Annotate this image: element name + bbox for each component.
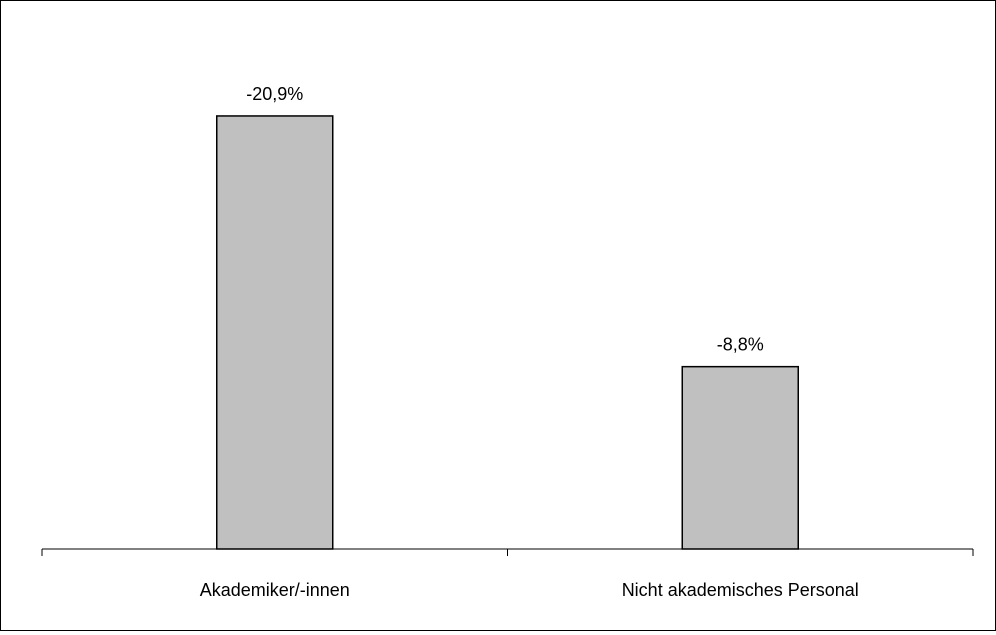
category-label: Akademiker/-innen	[200, 580, 350, 600]
bars-layer	[217, 116, 799, 549]
data-label: -8,8%	[717, 335, 764, 355]
bar	[217, 116, 333, 549]
category-axis	[42, 549, 973, 556]
category-label: Nicht akademisches Personal	[622, 580, 859, 600]
bar	[682, 367, 798, 549]
data-label: -20,9%	[246, 84, 303, 104]
